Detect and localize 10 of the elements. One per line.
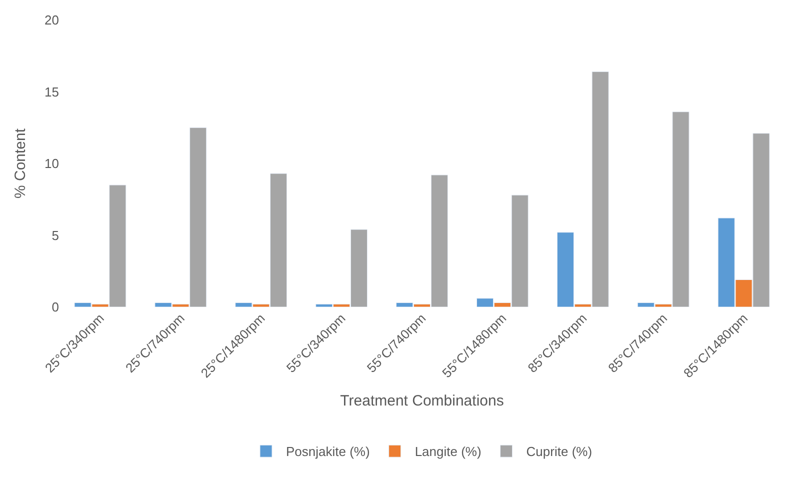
legend-label: Langite (%) (414, 444, 482, 460)
x-axis-title: Treatment Combinations (340, 392, 504, 410)
y-tick-label: 15 (44, 84, 59, 100)
y-tick-label: 5 (52, 228, 59, 243)
y-tick-label: 10 (44, 156, 59, 172)
y-tick-label: 20 (44, 12, 59, 28)
legend-label: Posnjakite (%) (286, 444, 370, 460)
y-tick-label: 0 (52, 300, 59, 315)
y-axis-title: % Content (12, 128, 29, 199)
legend-label: Cuprite (%) (526, 444, 592, 460)
